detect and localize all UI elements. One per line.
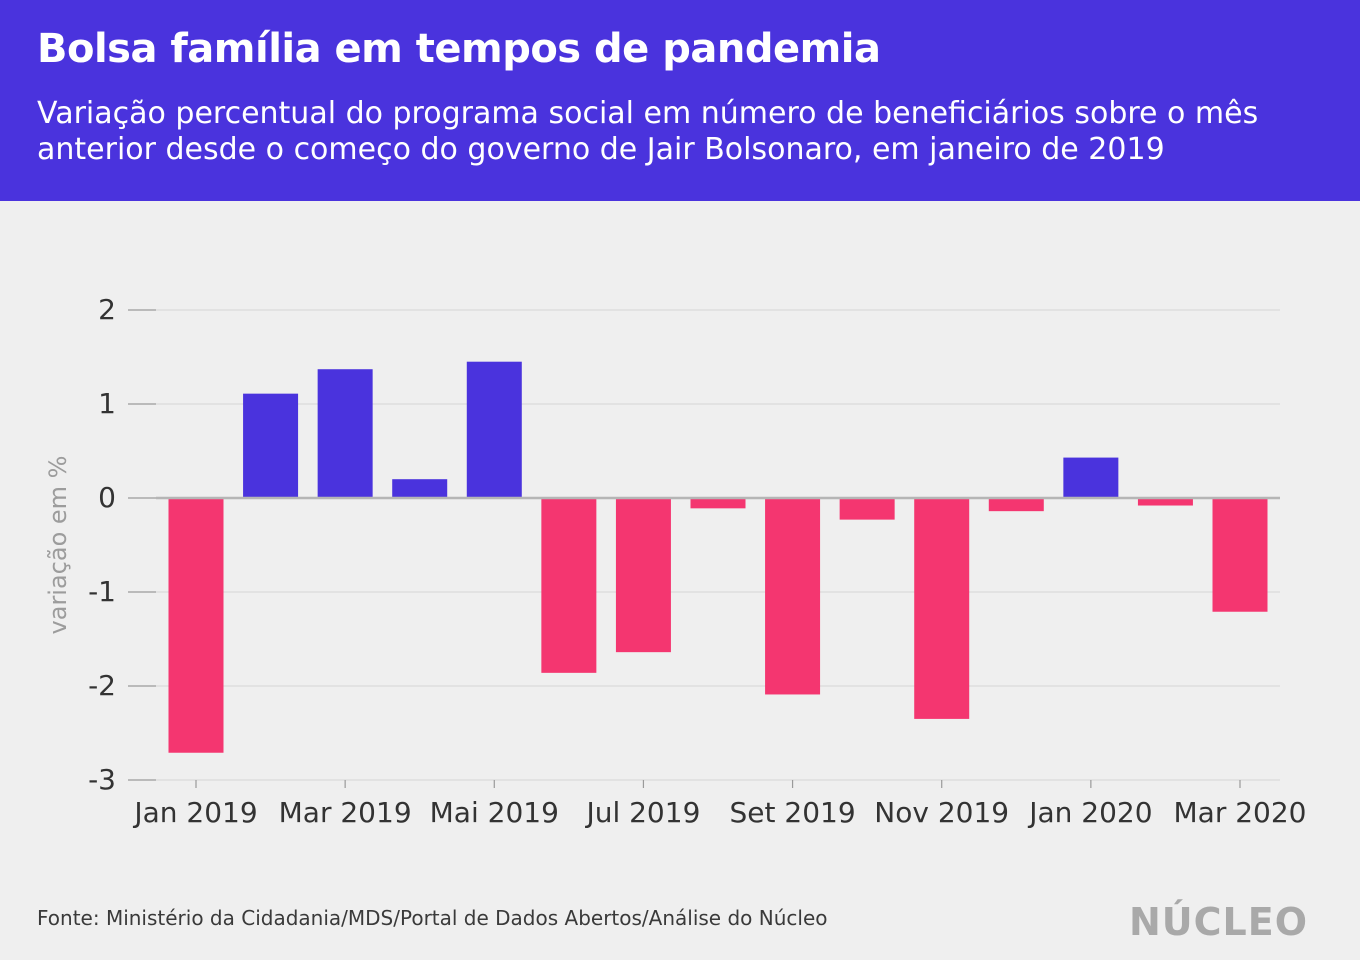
bar-dez-2019 <box>988 498 1044 512</box>
bar-jan-2019 <box>168 498 224 753</box>
bar-fev-2020 <box>1137 498 1193 506</box>
chart-subtitle: Variação percentual do programa social e… <box>37 96 1259 167</box>
y-tick-label: 0 <box>98 481 116 514</box>
x-tick-label: Jan 2020 <box>1027 796 1152 829</box>
header-banner: Bolsa família em tempos de pandemia Vari… <box>0 0 1360 201</box>
y-tick-label: -1 <box>88 575 116 608</box>
y-tick-label: 1 <box>98 387 116 420</box>
y-axis-label: variação em % <box>44 456 72 635</box>
bar-mar-2019 <box>317 369 373 498</box>
x-tick-label: Mar 2019 <box>279 796 412 829</box>
nucleo-logo: NÚCLEO <box>1129 900 1309 944</box>
bar-abr-2019 <box>392 479 448 498</box>
bar-chart: 2 1 0 -1 -2 -3 Jan 2019 Mar 2019 Mai 2019 Jul 201… <box>44 293 1307 829</box>
source-note: Fonte: Ministério da Cidadania/MDS/Porta… <box>37 906 828 930</box>
bar-jul-2019 <box>615 498 671 653</box>
y-tick-label: 2 <box>98 293 116 326</box>
x-tick-label: Jan 2019 <box>132 796 257 829</box>
x-tick-label: Jul 2019 <box>584 796 700 829</box>
bar-mar-2020 <box>1212 498 1268 612</box>
bar-nov-2019 <box>914 498 970 719</box>
y-tick-label: -2 <box>88 669 116 702</box>
x-tick-label: Mar 2020 <box>1174 796 1307 829</box>
bar-mai-2019 <box>466 361 522 498</box>
y-tick-label: -3 <box>88 763 116 796</box>
bar-jan-2020 <box>1063 457 1119 498</box>
x-tick-label: Set 2019 <box>730 796 856 829</box>
bar-set-2019 <box>765 498 821 695</box>
x-tick-label: Mai 2019 <box>430 796 559 829</box>
bar-fev-2019 <box>243 393 299 498</box>
chart-title: Bolsa família em tempos de pandemia <box>37 26 881 72</box>
x-tick-label: Nov 2019 <box>874 796 1009 829</box>
bar-out-2019 <box>839 498 895 520</box>
bar-jun-2019 <box>541 498 597 673</box>
bar-ago-2019 <box>690 498 746 509</box>
